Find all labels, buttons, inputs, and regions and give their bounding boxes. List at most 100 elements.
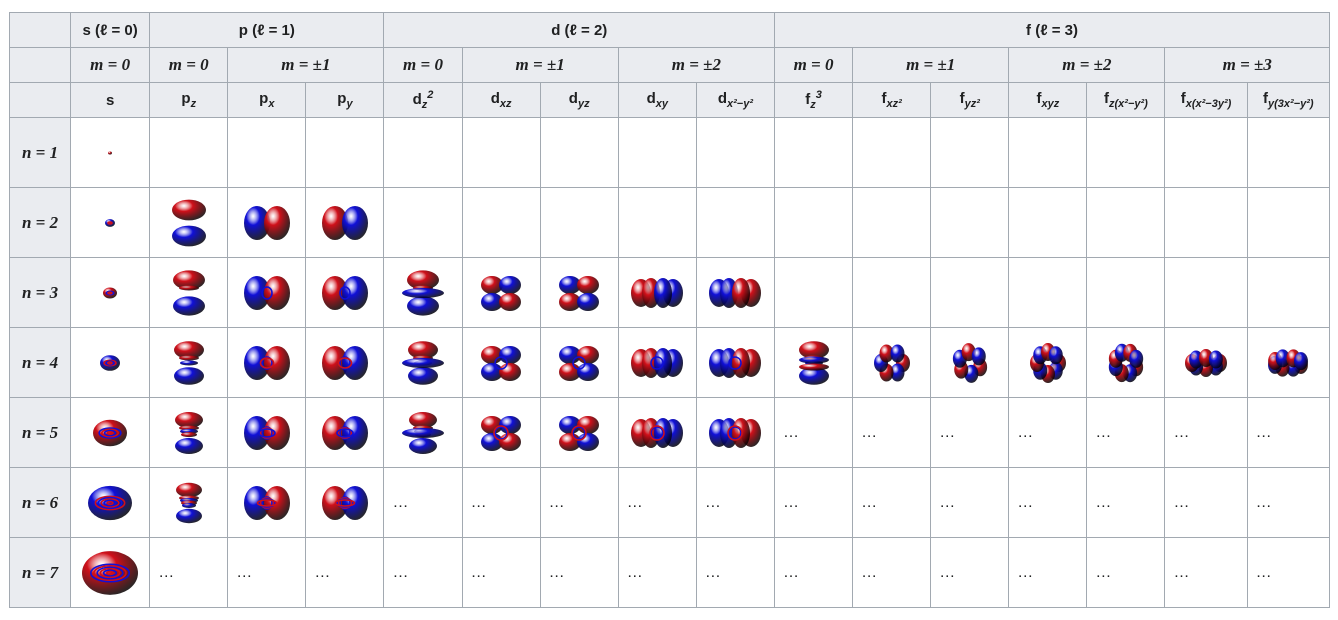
orbital-lobe (174, 437, 203, 454)
corner-cell (8, 12, 72, 48)
orbital-name-10: fxz² (852, 82, 932, 118)
orbital-lobe (577, 275, 600, 294)
ellipsis-text: … (704, 563, 723, 581)
orbital-cell (149, 257, 229, 328)
orbital-lobe (108, 150, 113, 155)
orbital-image-2-1 (172, 269, 205, 316)
orbital-lobe (180, 431, 197, 437)
orbital-image-4-3 (321, 415, 368, 450)
orbital-cell (383, 327, 463, 398)
empty-cell (461, 187, 541, 258)
ellipsis-text: … (392, 563, 411, 581)
ellipsis-cell: … (1086, 467, 1166, 538)
orbital-lobe (572, 425, 586, 440)
orbital-lobe (321, 415, 348, 450)
group-header-p: p (ℓ = 1) (149, 12, 385, 48)
m-header: m = ±1 (227, 47, 385, 83)
ellipsis-cell: … (1164, 537, 1248, 608)
orbital-lobe (654, 277, 673, 308)
orbital-lobe (408, 340, 439, 359)
orbital-lobe (409, 437, 438, 454)
ellipsis-text: … (548, 563, 567, 581)
orbital-lobe (106, 570, 115, 575)
orbital-image-3-5 (481, 345, 522, 381)
orbital-lobe (649, 424, 666, 441)
orbital-lobe (339, 355, 351, 370)
orbital-cell (773, 327, 854, 398)
orbital-lobe (339, 285, 351, 300)
orbital-lobe (407, 295, 440, 316)
orbital-lobe (481, 292, 504, 311)
orbital-lobe (499, 415, 522, 434)
orbital-cell (70, 467, 151, 538)
empty-cell (1246, 117, 1331, 188)
orbital-lobe (93, 419, 128, 446)
orbital-lobe (259, 426, 275, 439)
orbital-lobe (82, 550, 139, 595)
orbital-lobe (175, 508, 202, 523)
orbital-image-5-0 (88, 485, 133, 520)
orbital-image-4-5 (481, 415, 522, 451)
orbital-cell (149, 187, 229, 258)
orbital-lobe (727, 424, 744, 441)
ellipsis-text: … (1255, 423, 1274, 441)
row-header-n7: n = 7 (8, 537, 72, 608)
orbital-lobe (732, 277, 751, 308)
ellipsis-cell: … (305, 537, 385, 608)
orbital-lobe (890, 343, 905, 362)
orbital-lobe (334, 498, 356, 507)
orbital-name-2: px (227, 82, 307, 118)
orbital-cell (149, 467, 229, 538)
empty-cell (852, 257, 932, 328)
orbital-lobe (559, 292, 582, 311)
orbital-image-3-9 (798, 340, 829, 385)
orbital-table: s (ℓ = 0) p (ℓ = 1) d (ℓ = 2) f (ℓ = 3) … (8, 12, 1331, 608)
ellipsis-cell: … (461, 467, 541, 538)
orbital-image-3-15 (1268, 348, 1309, 377)
orbital-lobe (102, 568, 118, 577)
m-header: m = 0 (70, 47, 151, 83)
orbital-lobe (99, 567, 121, 578)
row-header-n4: n = 4 (8, 327, 72, 398)
orbital-lobe (481, 275, 504, 294)
orbital-image-2-2 (243, 275, 290, 310)
empty-cell (1008, 187, 1088, 258)
ellipsis-text: … (1255, 563, 1274, 581)
ellipsis-text: … (470, 493, 489, 511)
empty-cell (1086, 117, 1166, 188)
ellipsis-cell: … (930, 397, 1010, 468)
ellipsis-cell: … (617, 537, 697, 608)
empty-cell (1086, 257, 1166, 328)
ellipsis-cell: … (617, 467, 697, 538)
ellipsis-cell: … (852, 467, 932, 538)
orbital-image-2-4 (402, 269, 445, 316)
orbital-image-2-0 (103, 287, 118, 298)
ellipsis-cell: … (773, 467, 854, 538)
orbital-lobe (179, 360, 198, 365)
orbital-lobe (321, 275, 348, 310)
ellipsis-cell: … (227, 537, 307, 608)
orbital-cell (70, 257, 151, 328)
orbital-name-5: dxz (461, 82, 541, 118)
orbital-lobe (559, 415, 582, 434)
empty-cell (227, 117, 307, 188)
orbital-lobe (337, 496, 353, 509)
orbital-cell (383, 397, 463, 468)
orbital-lobe (103, 358, 117, 367)
orbital-cell (617, 327, 697, 398)
orbital-cell (1086, 327, 1166, 398)
orbital-image-4-7 (631, 417, 684, 448)
ellipsis-text: … (548, 493, 567, 511)
orbital-lobe (1276, 348, 1291, 367)
ellipsis-cell: … (1008, 397, 1088, 468)
orbital-lobe (559, 345, 582, 364)
ellipsis-text: … (392, 493, 411, 511)
orbital-lobe (408, 366, 439, 385)
orbital-cell (305, 327, 385, 398)
orbital-lobe (494, 425, 508, 440)
orbital-cell (695, 257, 776, 328)
row-header-n6: n = 6 (8, 467, 72, 538)
orbital-lobe (101, 428, 120, 437)
orbital-name-0: s (70, 82, 151, 118)
orbital-image-2-3 (321, 275, 368, 310)
